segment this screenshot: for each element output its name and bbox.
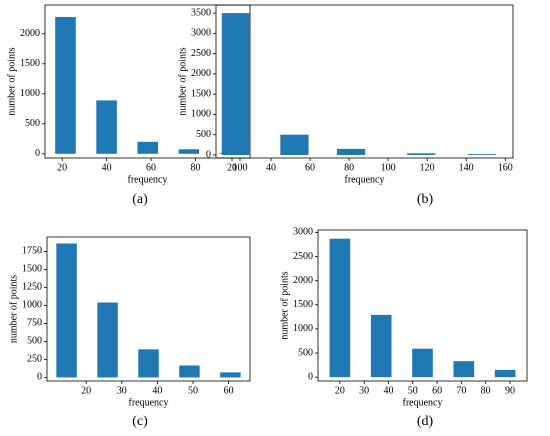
y-tick-label: 500	[298, 347, 313, 358]
panel-caption: (c)	[132, 414, 148, 429]
bar	[221, 13, 251, 155]
y-tick-label: 1750	[22, 246, 42, 257]
x-tick-label: 70	[456, 385, 466, 396]
bar	[96, 100, 117, 154]
x-tick-label: 30	[117, 385, 127, 396]
y-tick-label: 3000	[293, 227, 313, 238]
x-tick-label: 40	[266, 162, 276, 173]
y-tick-label: 2000	[293, 275, 313, 286]
bar	[97, 302, 118, 378]
x-tick-label: 100	[381, 162, 396, 173]
y-tick-label: 1500	[293, 299, 313, 310]
bar	[138, 349, 159, 378]
y-tick-label: 0	[35, 148, 40, 159]
x-tick-label: 20	[57, 162, 67, 173]
y-tick-label: 500	[196, 129, 211, 140]
bar	[56, 243, 77, 378]
y-tick-label: 3500	[191, 7, 211, 18]
bar	[280, 134, 309, 155]
x-tick-label: 50	[408, 385, 418, 396]
y-tick-label: 750	[27, 318, 42, 329]
y-tick-label: 3000	[191, 28, 211, 39]
y-tick-label: 1000	[22, 300, 42, 311]
bar	[494, 369, 516, 378]
x-tick-label: 20	[227, 162, 237, 173]
bar	[412, 348, 433, 378]
x-tick-label: 120	[420, 162, 435, 173]
x-tick-label: 50	[188, 385, 198, 396]
x-tick-label: 60	[432, 385, 442, 396]
x-tick-label: 20	[335, 385, 345, 396]
y-axis-label: number of points	[177, 47, 188, 115]
y-tick-label: 500	[25, 118, 40, 129]
x-axis-label: frequency	[403, 397, 443, 408]
y-tick-label: 1500	[191, 88, 211, 99]
y-tick-label: 1000	[293, 323, 313, 334]
y-tick-label: 1500	[22, 264, 42, 275]
x-tick-label: 30	[359, 385, 369, 396]
x-tick-label: 140	[459, 162, 474, 173]
y-axis-label: number of points	[8, 275, 19, 343]
y-tick-label: 2500	[191, 48, 211, 59]
x-tick-label: 80	[191, 162, 201, 173]
x-tick-label: 100	[232, 162, 247, 173]
y-tick-label: 0	[308, 371, 313, 382]
x-tick-label: 60	[224, 385, 234, 396]
bar	[453, 361, 475, 378]
plot-frame	[317, 229, 528, 382]
bar	[370, 314, 392, 378]
x-tick-label: 90	[505, 385, 515, 396]
x-axis-label: frequency	[128, 174, 168, 185]
bar	[137, 141, 159, 154]
y-tick-label: 1250	[22, 282, 42, 293]
y-axis-label: number of points	[6, 47, 17, 115]
x-tick-label: 40	[383, 385, 393, 396]
x-tick-label: 80	[344, 162, 354, 173]
y-tick-label: 0	[206, 149, 211, 160]
x-tick-label: 160	[498, 162, 513, 173]
bar	[220, 372, 241, 378]
y-tick-label: 1000	[191, 109, 211, 120]
x-axis-label: frequency	[129, 397, 169, 408]
bar	[407, 153, 436, 155]
plot-frame	[215, 4, 514, 159]
x-tick-label: 20	[81, 385, 91, 396]
x-tick-label: 40	[102, 162, 112, 173]
bar	[178, 149, 200, 154]
bar	[55, 17, 76, 154]
y-tick-label: 250	[27, 354, 42, 365]
y-tick-label: 2500	[293, 251, 313, 262]
x-axis-label: frequency	[345, 174, 385, 185]
x-tick-label: 80	[481, 385, 491, 396]
x-tick-label: 60	[305, 162, 315, 173]
bar	[329, 238, 351, 378]
plot-frame	[44, 4, 251, 159]
y-axis-label: number of points	[279, 271, 290, 339]
y-tick-label: 1000	[20, 88, 40, 99]
panel-caption: (d)	[417, 414, 434, 429]
bar	[467, 154, 496, 155]
bar	[179, 365, 200, 378]
y-tick-label: 500	[27, 336, 42, 347]
panel-caption: (a)	[132, 192, 148, 207]
x-tick-label: 40	[152, 385, 162, 396]
panel-caption: (b)	[417, 192, 434, 207]
plot-frame	[46, 236, 251, 382]
y-tick-label: 0	[37, 372, 42, 383]
y-tick-label: 2000	[191, 68, 211, 79]
x-tick-label: 60	[146, 162, 156, 173]
y-tick-label: 2000	[20, 28, 40, 39]
y-tick-label: 1500	[20, 58, 40, 69]
bar	[336, 148, 366, 155]
